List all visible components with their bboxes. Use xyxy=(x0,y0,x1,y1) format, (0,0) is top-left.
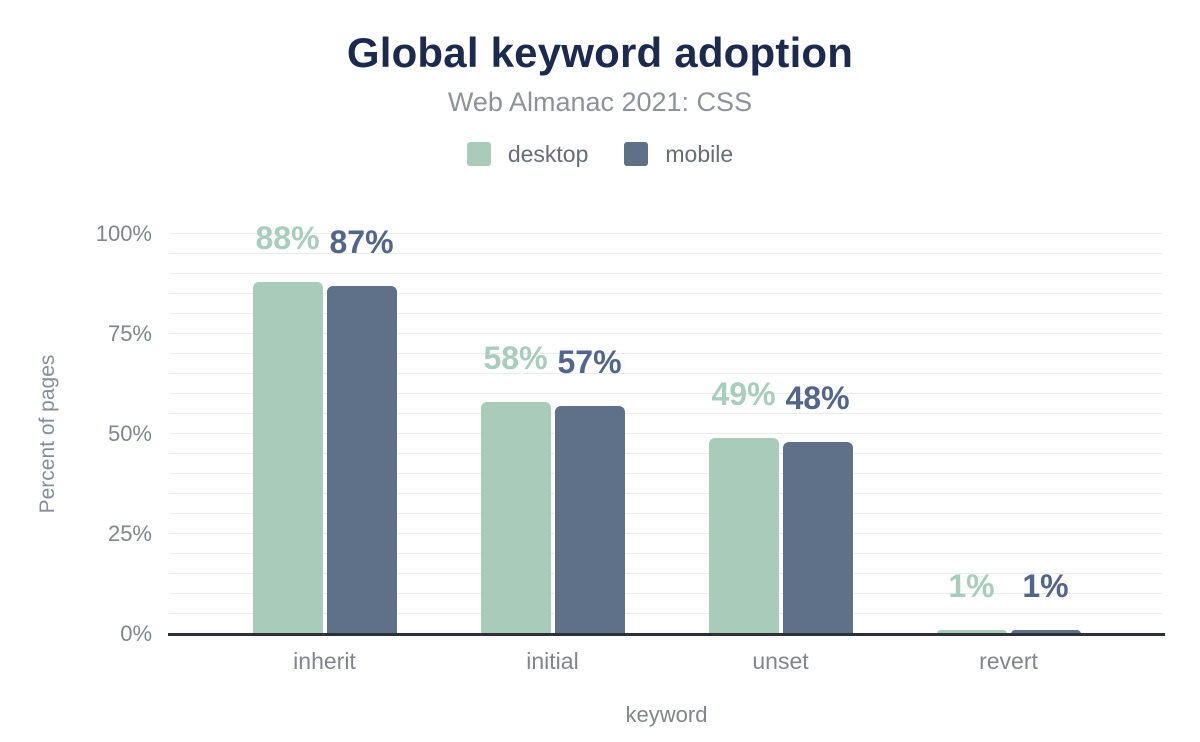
gridline xyxy=(170,493,1163,494)
x-tick-label-initial: initial xyxy=(526,648,579,674)
gridline xyxy=(170,413,1163,414)
legend: desktop mobile xyxy=(0,141,1200,168)
bar-mobile-inherit xyxy=(326,286,397,634)
gridline xyxy=(170,233,1163,234)
legend-label-desktop: desktop xyxy=(507,140,589,167)
gridline xyxy=(170,273,1163,274)
legend-item-desktop: desktop xyxy=(466,140,589,168)
bar-desktop-inherit xyxy=(252,282,323,634)
gridline xyxy=(170,353,1163,354)
gridline xyxy=(170,593,1163,594)
gridline xyxy=(170,333,1163,334)
bar-mobile-revert xyxy=(1010,630,1081,634)
gridline xyxy=(170,573,1163,574)
gridline xyxy=(170,253,1163,254)
bar-desktop-revert xyxy=(936,630,1007,634)
bar-value-label-mobile-initial: 57% xyxy=(557,344,622,380)
y-tick-label: 75% xyxy=(107,321,152,346)
bar-mobile-initial xyxy=(554,406,625,634)
gridline xyxy=(170,553,1163,554)
gridline xyxy=(170,393,1163,394)
x-axis-title: keyword xyxy=(625,702,708,727)
mobile-swatch-icon xyxy=(624,142,649,167)
gridline xyxy=(170,313,1163,314)
gridline xyxy=(170,433,1163,434)
gridline xyxy=(170,613,1163,614)
gridline xyxy=(170,373,1163,374)
chart-subtitle: Web Almanac 2021: CSS xyxy=(447,87,753,118)
chart-title: Global keyword adoption xyxy=(346,29,854,76)
bar-desktop-initial xyxy=(480,402,551,634)
bar-value-label-desktop-inherit: 88% xyxy=(255,220,320,256)
bar-value-label-desktop-revert: 1% xyxy=(948,568,995,604)
bar-value-label-mobile-inherit: 87% xyxy=(329,224,394,260)
gridline xyxy=(170,293,1163,294)
legend-item-mobile: mobile xyxy=(624,141,733,168)
bar-value-label-desktop-initial: 58% xyxy=(483,340,548,376)
y-tick-label: 0% xyxy=(120,621,152,646)
gridline xyxy=(170,513,1163,514)
bar-value-label-mobile-unset: 48% xyxy=(785,380,850,416)
y-tick-label: 100% xyxy=(95,221,152,246)
bar-desktop-unset xyxy=(708,438,779,634)
bar-value-label-mobile-revert: 1% xyxy=(1022,568,1069,604)
plot-area: Percent of pages 0% 25% 50% 75% 100% 88% 87% in… xyxy=(36,222,1165,727)
gridline xyxy=(170,473,1163,474)
legend-label-mobile: mobile xyxy=(665,140,734,167)
y-tick-label: 50% xyxy=(107,421,152,446)
y-tick-label: 25% xyxy=(107,521,152,546)
bar-mobile-unset xyxy=(782,442,853,634)
x-axis-line xyxy=(168,633,1165,636)
gridline xyxy=(170,533,1163,534)
x-tick-label-revert: revert xyxy=(979,648,1038,674)
desktop-swatch-icon xyxy=(466,142,491,167)
bar-value-label-desktop-unset: 49% xyxy=(711,376,776,412)
gridline xyxy=(170,453,1163,454)
x-tick-label-unset: unset xyxy=(752,648,809,674)
x-tick-label-inherit: inherit xyxy=(293,648,356,674)
